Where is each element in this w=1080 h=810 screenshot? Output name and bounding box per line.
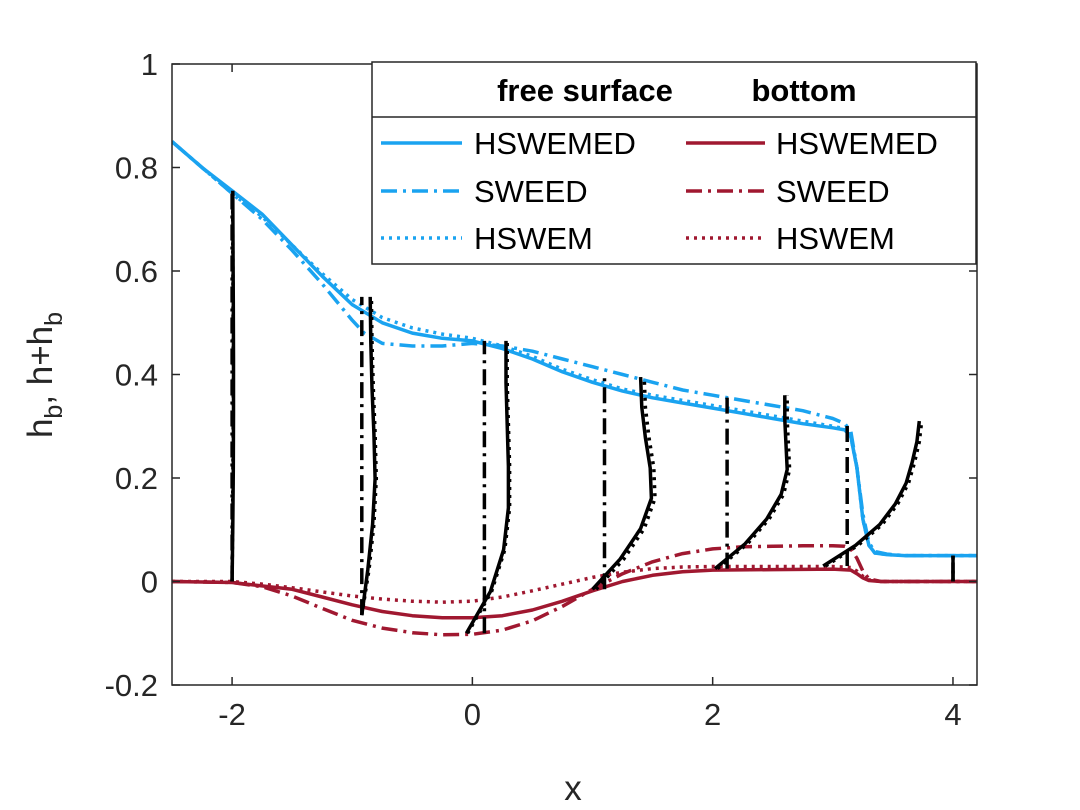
legend: free surface bottom HSWEMEDSWEEDHSWEMHSW…: [371, 61, 977, 265]
series-bottom-sweed-line: [172, 544, 977, 637]
y-axis-label-sub-b: b: [40, 405, 68, 419]
velocity-profile-dotted-line: [716, 395, 792, 570]
legend-label-free-surface-sweed: SWEED: [474, 174, 588, 209]
series-free-surface-hswemed-line: [172, 140, 977, 558]
x-tick-label: -2: [218, 697, 246, 732]
velocity-profile: [822, 420, 924, 568]
x-tick-label: 4: [944, 697, 961, 732]
velocity-profile-solid-line: [713, 395, 789, 570]
y-tick-label: -0.2: [105, 668, 158, 703]
y-tick-label: 0.2: [115, 461, 158, 496]
velocity-profile-solid-line: [591, 377, 654, 591]
legend-title-free-surface: free surface: [497, 73, 673, 108]
velocity-profile-solid-line: [822, 420, 922, 568]
legend-label-bottom-hswem: HSWEM: [776, 221, 895, 256]
y-tick-label: 0.8: [115, 151, 158, 186]
legend-title-bottom: bottom: [751, 73, 856, 108]
y-tick-label: 0.4: [115, 358, 158, 393]
y-axis-label-sub-b-2: b: [40, 312, 68, 326]
plot-area: [172, 140, 977, 637]
velocity-profile: [360, 296, 379, 616]
legend-box: [371, 61, 977, 265]
y-axis-label-h: h: [21, 419, 60, 438]
velocity-profile: [591, 377, 657, 591]
velocity-profile: [713, 395, 792, 570]
velocity-profile-solid-line: [360, 296, 377, 616]
velocity-profile: [464, 340, 512, 635]
legend-label-bottom-sweed: SWEED: [776, 174, 890, 209]
y-tick-label: 1: [141, 47, 158, 82]
velocity-profile: [230, 190, 236, 582]
legend-label-bottom-hswemed: HSWEMED: [776, 126, 938, 161]
velocity-profile-solid-line: [464, 340, 511, 635]
y-tick-label: 0.6: [115, 254, 158, 289]
x-tick-label: 0: [464, 697, 481, 732]
legend-entries: HSWEMED SWEED HSWEM HSWEMED SWEED HSWEM: [381, 126, 938, 256]
y-axis-label: hb, h+hb: [21, 312, 68, 438]
y-tick-label: 0: [141, 565, 158, 600]
x-tick-label: 2: [704, 697, 721, 732]
velocity-profile-solid-line: [230, 190, 236, 582]
legend-label-free-surface-hswemed: HSWEMED: [474, 126, 636, 161]
legend-label-free-surface-hswem: HSWEM: [474, 221, 593, 256]
x-axis-label: x: [564, 769, 582, 808]
y-axis-label-h-plus-h: , h+h: [21, 326, 60, 405]
